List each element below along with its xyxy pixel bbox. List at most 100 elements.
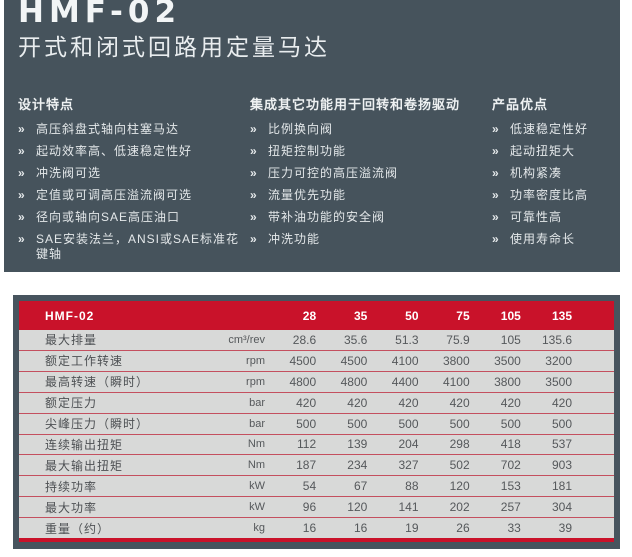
- spec-table-header-row: HMF-02 28 35 50 75 105 135: [19, 301, 614, 330]
- cell-value: 26: [456, 521, 470, 536]
- size-column-header: 35: [353, 308, 368, 323]
- cell-value: 3800: [494, 374, 521, 389]
- feature-item: » 低速稳定性好: [492, 122, 632, 137]
- feature-item-label: 可靠性高: [510, 210, 563, 224]
- table-row: 最大排量 cm³/rev 28.6 35.6 51.3 75.9 105 135.6: [19, 330, 614, 351]
- feature-item-label: 定值或可调高压溢流阀可选: [36, 188, 193, 202]
- feature-item-label: 比例换向阀: [268, 122, 334, 136]
- spec-table: HMF-02 28 35 50 75 105 135 最大排量 cm³/rev 28.6 3…: [13, 295, 620, 549]
- cell-value: 418: [500, 437, 521, 452]
- feature-item: » 比例换向阀: [250, 122, 478, 137]
- chevron-bullet-icon: »: [492, 166, 500, 180]
- feature-item: » 起动效率高、低速稳定性好: [18, 144, 250, 159]
- row-unit: rpm: [246, 354, 265, 367]
- cell-value: 420: [347, 395, 368, 410]
- cell-value: 327: [398, 458, 419, 473]
- chevron-bullet-icon: »: [18, 166, 26, 180]
- cell-value: 500: [551, 416, 572, 431]
- table-row: 持续功率 kW 54 67 88 120 153 181: [19, 476, 614, 498]
- table-row: 额定压力 bar 420 420 420 420 420 420: [19, 393, 614, 414]
- cell-value: 153: [500, 479, 521, 494]
- cell-value: 4100: [442, 374, 470, 389]
- feature-item: » 冲洗功能: [250, 232, 478, 247]
- cell-value: 500: [347, 416, 368, 431]
- cell-value: 500: [296, 416, 317, 431]
- cell-value: 4500: [340, 353, 368, 368]
- size-column-header: 28: [302, 308, 317, 323]
- table-row: 连续输出扭矩 Nm 112 139 204 298 418 537: [19, 435, 614, 456]
- feature-column-heading: 集成其它功能用于回转和卷扬驱动: [250, 97, 461, 112]
- cell-value: 187: [296, 458, 317, 473]
- cell-value: 112: [297, 437, 317, 452]
- feature-item: » 机构紧凑: [492, 166, 632, 181]
- page-title: HMF-02: [18, 0, 182, 30]
- feature-item: » 定值或可调高压溢流阀可选: [18, 188, 250, 203]
- feature-item-label: 起动扭矩大: [510, 144, 576, 158]
- cell-value: 500: [500, 416, 521, 431]
- cell-value: 28.6: [292, 332, 317, 347]
- cell-value: 88: [405, 479, 419, 494]
- row-unit: bar: [249, 417, 265, 430]
- feature-item-label: 径向或轴向SAE高压油口: [36, 210, 181, 224]
- feature-item-label: 高压斜盘式轴向柱塞马达: [36, 122, 180, 136]
- feature-column: 产品优点 » 低速稳定性好 » 起动扭矩大 » 机构紧凑 » 功率密度比高 » …: [492, 94, 632, 269]
- cell-value: 298: [449, 437, 470, 452]
- cell-value: 420: [449, 395, 470, 410]
- feature-item-label: 起动效率高、低速稳定性好: [36, 144, 193, 158]
- row-unit: rpm: [246, 375, 265, 388]
- cell-value: 120: [449, 479, 470, 494]
- feature-item-label: 功率密度比高: [510, 188, 589, 202]
- row-unit: kg: [253, 522, 265, 535]
- cell-value: 903: [551, 458, 572, 473]
- size-column-header: 50: [405, 308, 419, 323]
- cell-value: 4400: [391, 374, 419, 389]
- chevron-bullet-icon: »: [18, 144, 26, 158]
- feature-item-label: 冲洗功能: [268, 232, 321, 246]
- spec-table-inner: HMF-02 28 35 50 75 105 135 最大排量 cm³/rev 28.6 3…: [19, 301, 614, 542]
- cell-value: 16: [302, 521, 317, 536]
- feature-item: » 使用寿命长: [492, 232, 632, 247]
- row-unit: Nm: [247, 438, 265, 451]
- feature-item-label: 低速稳定性好: [510, 122, 589, 136]
- cell-value: 19: [405, 521, 419, 536]
- table-row: 额定工作转速 rpm 4500 4500 4100 3800 3500 3200: [19, 351, 614, 372]
- cell-value: 202: [449, 500, 470, 515]
- chevron-bullet-icon: »: [18, 232, 26, 246]
- chevron-bullet-icon: »: [492, 210, 500, 224]
- cell-value: 420: [500, 395, 521, 410]
- cell-value: 3500: [494, 353, 521, 368]
- cell-value: 16: [353, 521, 368, 536]
- row-label: 额定工作转速: [45, 354, 124, 369]
- cell-value: 3200: [545, 353, 572, 368]
- feature-item: » SAE安装法兰，ANSI或SAE标准花键轴: [18, 232, 250, 262]
- cell-value: 234: [347, 458, 368, 473]
- feature-columns: 设计特点 » 高压斜盘式轴向柱塞马达 » 起动效率高、低速稳定性好 » 冲洗阀可…: [18, 94, 632, 269]
- row-unit: kW: [249, 501, 265, 514]
- feature-item-label: 冲洗阀可选: [36, 166, 102, 180]
- cell-value: 39: [558, 521, 572, 536]
- chevron-bullet-icon: »: [18, 210, 26, 224]
- size-column-header: 105: [500, 308, 521, 323]
- hero-section: HMF-02 开式和闭式回路用定量马达 设计特点 » 高压斜盘式轴向柱塞马达 »…: [4, 0, 620, 272]
- page-subtitle: 开式和闭式回路用定量马达: [18, 34, 330, 60]
- cell-value: 181: [551, 479, 572, 494]
- spec-table-body: 最大排量 cm³/rev 28.6 35.6 51.3 75.9 105 135.6 额定…: [19, 330, 614, 542]
- cell-value: 204: [398, 437, 419, 452]
- feature-item: » 带补油功能的安全阀: [250, 210, 478, 225]
- row-unit: cm³/rev: [228, 333, 265, 346]
- row-label: 连续输出扭矩: [45, 437, 124, 452]
- spec-table-model-label: HMF-02: [45, 308, 95, 323]
- cell-value: 33: [507, 521, 521, 536]
- chevron-bullet-icon: »: [492, 232, 500, 246]
- size-column-header: 135: [551, 308, 572, 323]
- feature-item: » 高压斜盘式轴向柱塞马达: [18, 122, 250, 137]
- chevron-bullet-icon: »: [18, 122, 26, 136]
- cell-value: 4800: [340, 374, 368, 389]
- cell-value: 4500: [289, 353, 317, 368]
- chevron-bullet-icon: »: [250, 122, 258, 136]
- row-label: 重量（约）: [45, 521, 111, 536]
- row-label: 持续功率: [45, 479, 98, 494]
- row-unit: Nm: [247, 459, 265, 472]
- cell-value: 420: [296, 395, 317, 410]
